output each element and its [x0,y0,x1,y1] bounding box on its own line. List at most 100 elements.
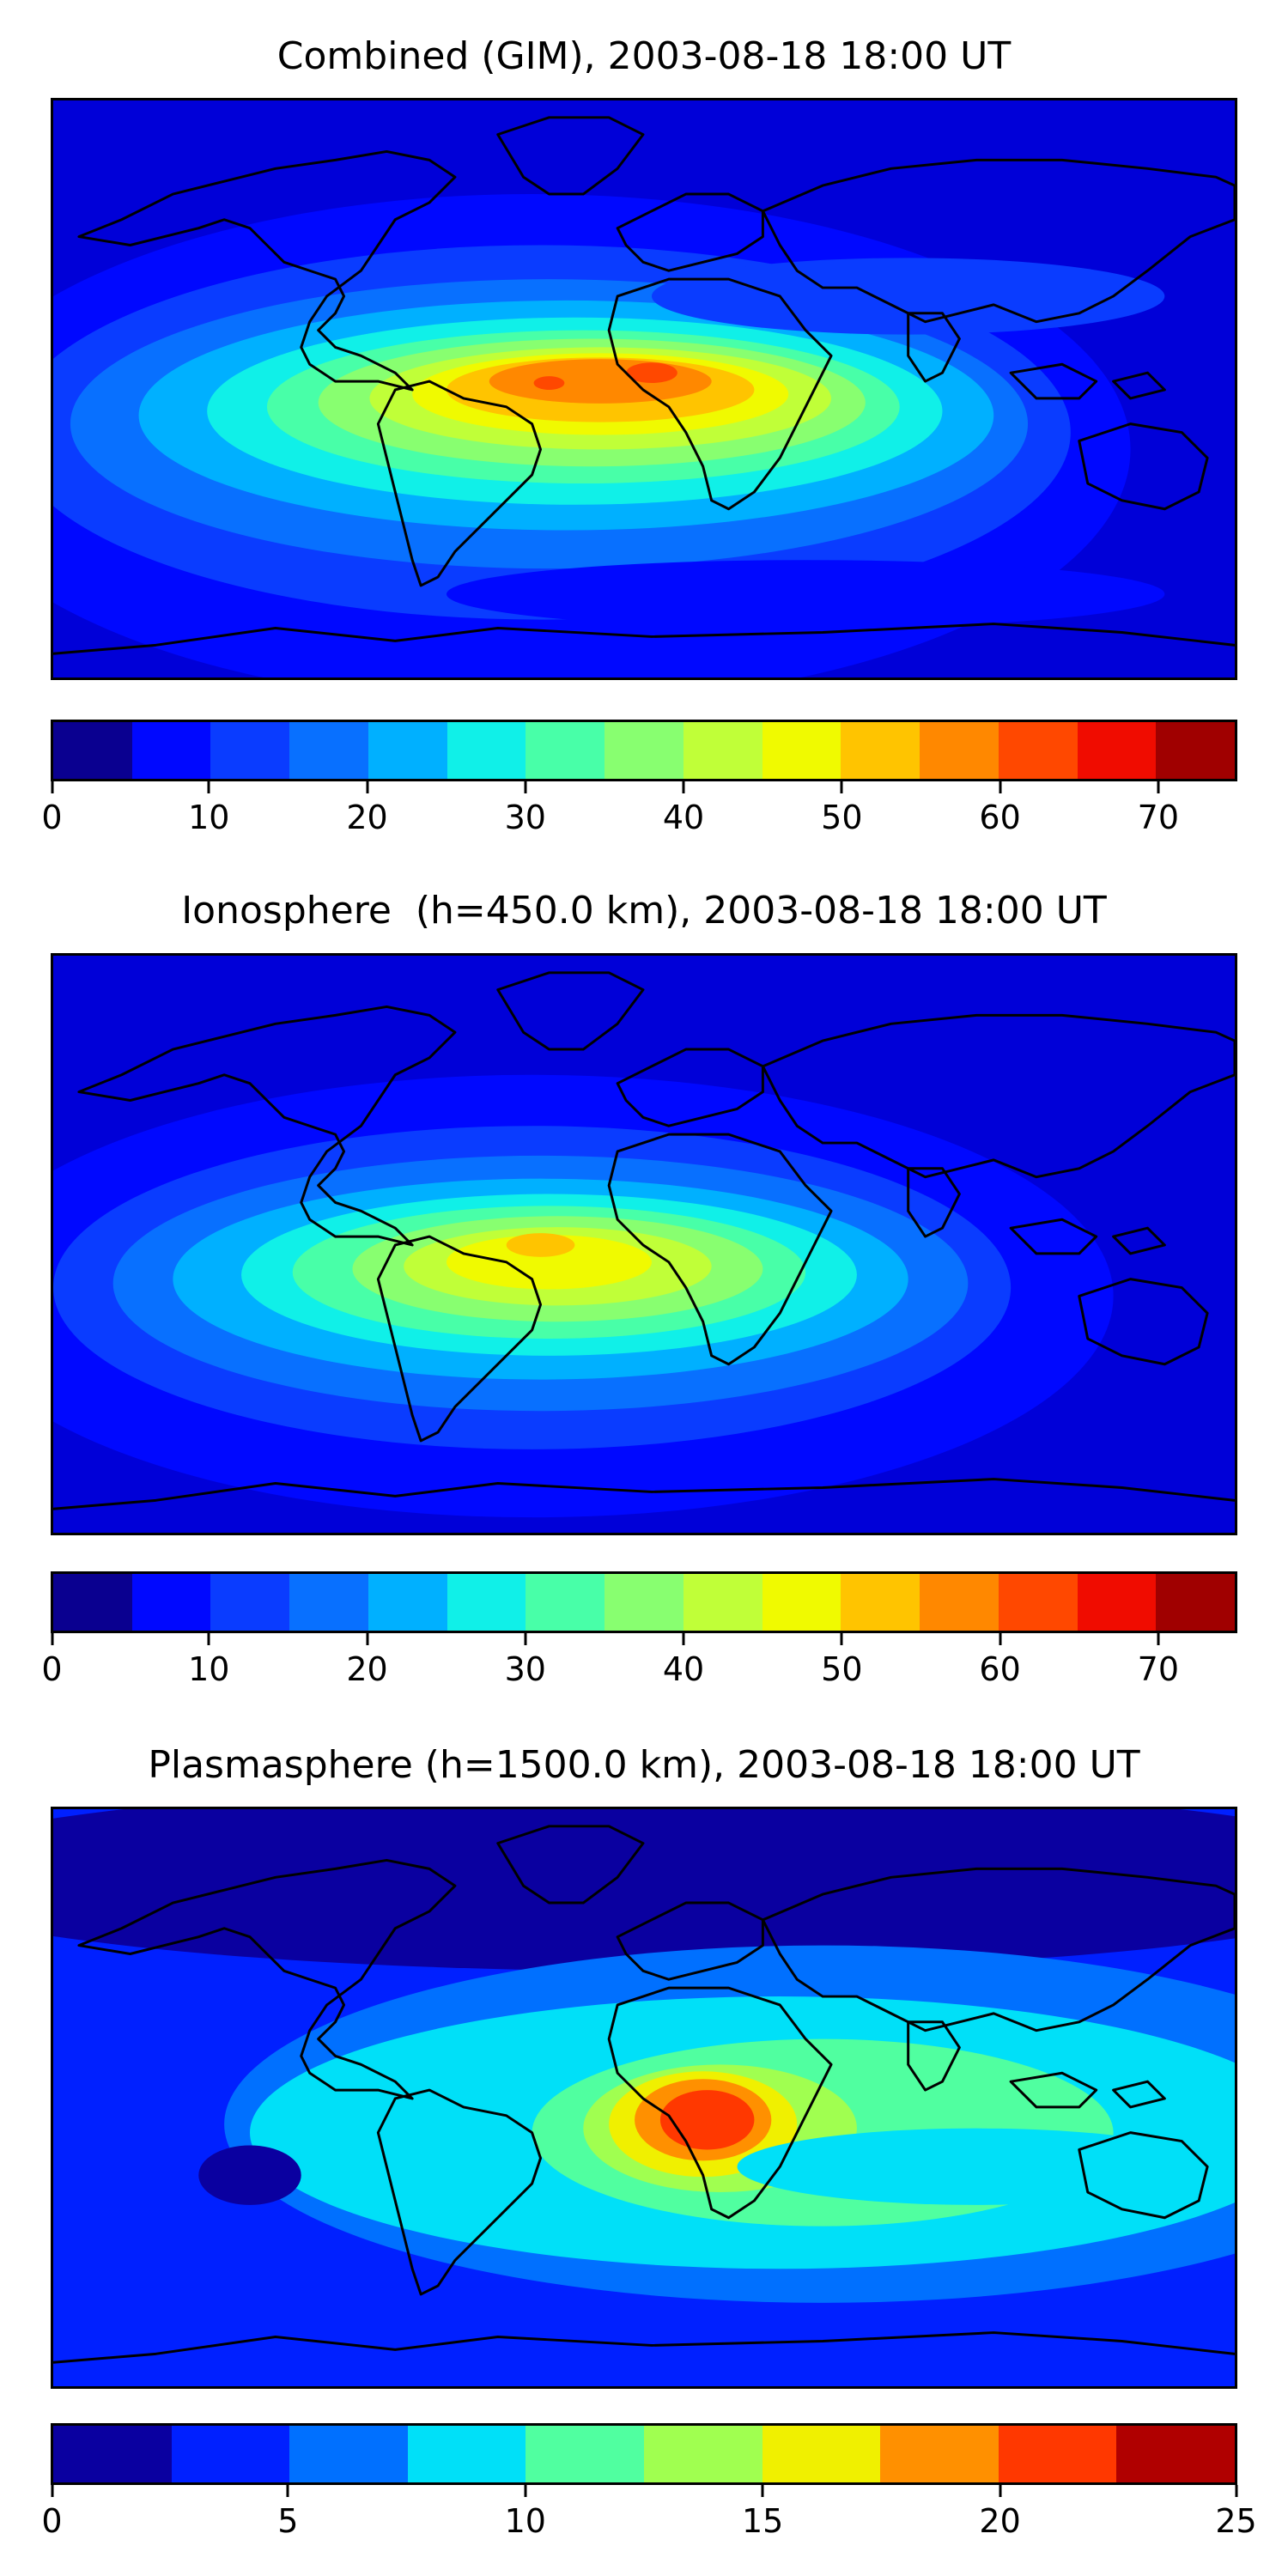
colorbar-swatch [998,1574,1078,1631]
coastline-3 [616,1048,764,1127]
coastline-2 [376,1235,543,1443]
panel-3-map [51,1807,1237,2389]
colorbar-tick-label: 15 [742,2502,784,2540]
colorbar-swatch [289,722,368,779]
colorbar-tick [524,1633,527,1645]
panel-1-colorbar [51,720,1237,781]
colorbar-swatch [643,2426,762,2482]
colorbar-swatch [683,722,762,779]
colorbar-tick [524,2485,527,2497]
coastline-2 [376,380,543,587]
colorbar-swatch [447,722,526,779]
colorbar-tick-label: 40 [662,1650,705,1688]
colorbar-swatch [998,722,1078,779]
coastline-1 [496,1825,645,1905]
colorbar-swatch [526,1574,605,1631]
colorbar-swatch [1156,1574,1236,1631]
colorbar-tick-label: 30 [504,1650,546,1688]
contour-band-9 [737,2128,1217,2205]
colorbar-tick-label: 60 [979,1650,1021,1688]
panel-1-title: Combined (GIM), 2003-08-18 18:00 UT [276,34,1012,78]
coastline-5 [761,1013,1235,1179]
panel-3-title: Plasmasphere (h=1500.0 km), 2003-08-18 1… [148,1743,1140,1787]
colorbar-tick-label: 30 [504,799,546,836]
panel-1-colorbar-ticks: 0 10 20 30 40 50 60 70 [41,781,1237,836]
colorbar-swatch [762,722,841,779]
coastline-8 [1112,2080,1166,2109]
contour-band-8 [447,1235,652,1290]
coastline-8 [1112,371,1166,400]
map-canvas [53,1809,1235,2386]
colorbar-tick [207,1633,210,1645]
colorbar-swatch [368,1574,447,1631]
colorbar-tick-label: 20 [346,1650,388,1688]
panel-2-title: Ionosphere (h=450.0 km), 2003-08-18 18:0… [181,889,1107,933]
colorbar-tick-label: 10 [504,2502,546,2540]
contour-band-7 [659,2090,755,2150]
colorbar-tick-label: 20 [979,2502,1021,2540]
colorbar-swatch [289,2426,408,2482]
panel-3-colorbar-ticks: 0 5 10 15 20 25 [41,2485,1257,2540]
contour-band-10 [489,359,712,404]
colorbar-swatch [53,1574,132,1631]
colorbar-tick-label: 25 [1215,2502,1257,2540]
colorbar-swatch [210,722,290,779]
colorbar-swatch [841,1574,920,1631]
contour-band-14 [447,560,1165,629]
colorbar-swatch [53,2426,172,2482]
colorbar-tick [207,781,210,793]
colorbar-swatch [53,722,132,779]
contour-band-11 [626,362,677,384]
colorbar-tick [1157,781,1160,793]
coastline-7 [1009,1218,1098,1255]
colorbar-tick [51,2485,53,2497]
contour-band-8 [198,2145,301,2205]
coastline-7 [1009,2071,1098,2109]
coastline-5 [761,158,1235,324]
colorbar-tick-label: 50 [821,1650,863,1688]
colorbar-swatch [920,722,999,779]
colorbar-swatch [131,1574,211,1631]
panel-2-colorbar-ticks: 0 10 20 30 40 50 60 70 [41,1633,1237,1688]
coastline-10 [53,1478,1235,1510]
colorbar-swatch [880,2426,999,2482]
colorbar-tick-label: 0 [41,2502,63,2540]
colorbar-tick-label: 10 [188,1650,230,1688]
colorbar-swatch [447,1574,526,1631]
colorbar-tick [999,1633,1002,1645]
colorbar-swatch [289,1574,368,1631]
colorbar-tick [51,1633,53,1645]
colorbar-tick [1235,2485,1237,2497]
coastline-9 [1078,2131,1209,2220]
colorbar-swatch [1116,2426,1235,2482]
colorbar-tick [366,1633,369,1645]
coastline-0 [77,1858,457,2100]
colorbar-tick [51,781,53,793]
colorbar-tick [999,781,1002,793]
colorbar-tick-label: 10 [188,799,230,836]
coastline-0 [77,1005,457,1247]
coastline-7 [1009,362,1098,400]
map-canvas [53,956,1235,1533]
coastline-6 [907,2020,961,2092]
colorbar-swatch [131,722,211,779]
colorbar-tick [840,1633,843,1645]
coastline-1 [496,971,645,1051]
panel-1-map [51,98,1237,680]
colorbar-swatch [1156,722,1236,779]
colorbar-tick [682,1633,685,1645]
colorbar-tick-label: 20 [346,799,388,836]
colorbar-tick [840,781,843,793]
coastline-1 [496,116,645,196]
coastline-6 [907,312,961,383]
colorbar-tick [682,781,685,793]
colorbar-swatch [526,2426,644,2482]
colorbar-swatch [1077,722,1157,779]
panel-2-colorbar [51,1571,1237,1633]
colorbar-tick-label: 40 [662,799,705,836]
panel-2-map [51,953,1237,1535]
coastline-6 [907,1167,961,1238]
coastline-2 [376,2088,543,2296]
coastline-3 [616,1901,764,1981]
coastline-3 [616,192,764,272]
